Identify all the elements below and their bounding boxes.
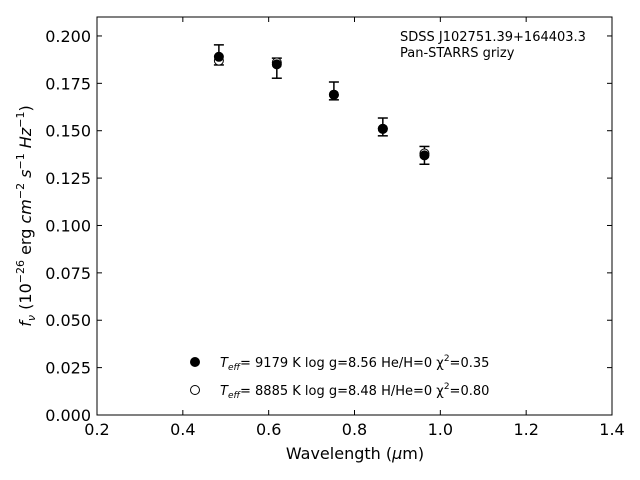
x-tick-label: 1.4 (599, 420, 624, 439)
legend-marker-filled (190, 357, 200, 367)
legend-entry-2: Teff= 8885 K log g=8.48 H/He=0 χ2=0.80 (220, 382, 489, 401)
x-tick-label: 0.6 (256, 420, 281, 439)
filled-circle-point (271, 59, 282, 70)
x-tick-label: 1.2 (513, 420, 538, 439)
y-tick-label: 0.050 (45, 311, 91, 330)
y-tick-label: 0.175 (45, 74, 91, 93)
y-tick-label: 0.075 (45, 264, 91, 283)
filled-circle-point (213, 51, 224, 62)
y-tick-label: 0.150 (45, 122, 91, 141)
legend-marker-open (190, 385, 200, 395)
x-tick-label: 1.0 (428, 420, 453, 439)
filled-circle-point (377, 123, 388, 134)
y-tick-label: 0.000 (45, 406, 91, 425)
x-axis-label: Wavelength (μm) (286, 444, 424, 463)
x-tick-label: 0.4 (170, 420, 195, 439)
filled-circle-point (328, 89, 339, 100)
annotation-object-name: SDSS J102751.39+164403.3 (400, 30, 586, 45)
x-tick-label: 0.2 (84, 420, 109, 439)
plot-frame (96, 16, 613, 416)
plot-area (213, 44, 430, 166)
legend: Teff= 9179 K log g=8.56 He/H=0 χ2=0.35 T… (190, 354, 489, 401)
y-tick-label: 0.125 (45, 169, 91, 188)
axis-ticks: 0.2 0.4 0.6 0.8 1.0 1.2 1.4 0.000 0.025 0.050 0.07… (45, 17, 625, 439)
annotation-survey-name: Pan-STARRS grizy (400, 46, 515, 61)
y-tick-label: 0.200 (45, 27, 91, 46)
x-tick-label: 0.8 (342, 420, 367, 439)
filled-circle-point (419, 150, 430, 161)
y-axis-label: fν (10−26 erg cm−2 s−1 Hz−1) (14, 105, 38, 326)
y-tick-label: 0.100 (45, 216, 91, 235)
y-tick-label: 0.025 (45, 359, 91, 378)
legend-entry-1: Teff= 9179 K log g=8.56 He/H=0 χ2=0.35 (220, 354, 489, 373)
